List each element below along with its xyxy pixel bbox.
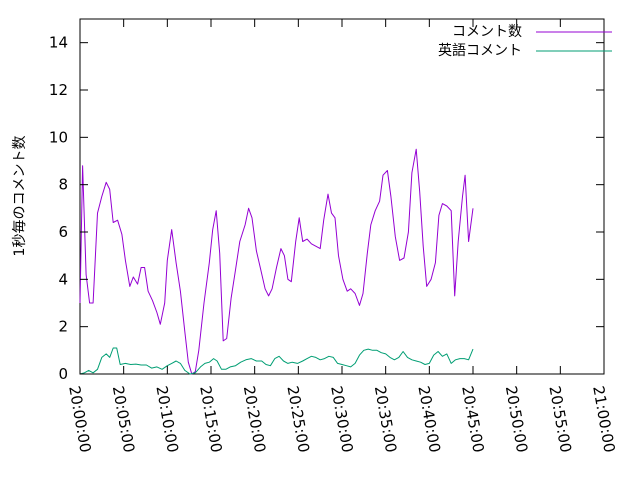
y-tick-label: 0 (58, 365, 68, 383)
series-group (79, 148, 474, 375)
y-axis-label: 1秒毎のコメント数 (12, 136, 28, 257)
legend-label-1: 英語コメント (438, 42, 522, 59)
y-tick-label: 4 (58, 270, 68, 288)
y-tick-label: 2 (58, 318, 68, 336)
legend-label-0: コメント数 (452, 24, 522, 40)
y-tick-label: 10 (49, 128, 68, 146)
y-tick-label: 12 (49, 81, 68, 99)
y-tick-label: 14 (49, 34, 68, 52)
series-line-1 (79, 347, 474, 375)
y-tick-label: 6 (58, 223, 68, 241)
series-line-0 (79, 148, 474, 375)
y-tick-label: 8 (58, 176, 68, 194)
